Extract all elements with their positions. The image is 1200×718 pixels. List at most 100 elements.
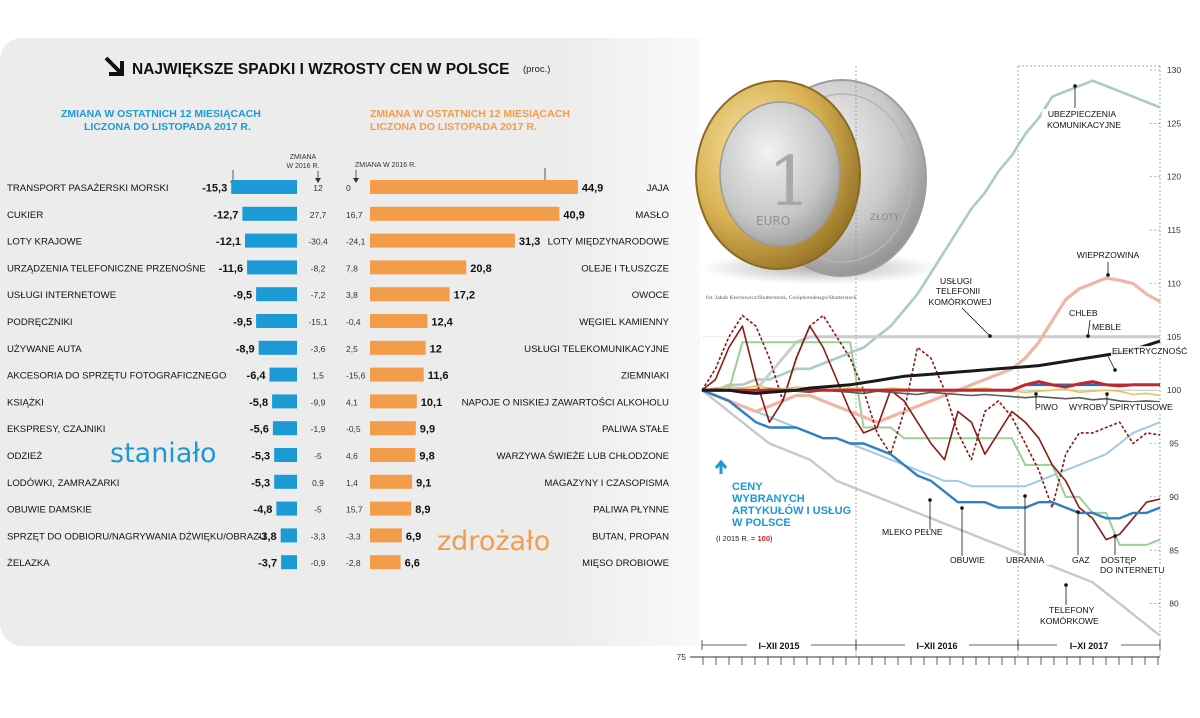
series-label-ubezp1: UBEZPIECZENIA <box>1048 109 1117 119</box>
increase-change-2016: 3,8 <box>346 290 358 300</box>
increase-change-2016: -2,8 <box>346 558 361 568</box>
series-label-elektr: ELEKTRYCZNOŚĆ <box>1112 345 1187 356</box>
increase-change-2016: -15,6 <box>346 371 366 381</box>
decrease-category-label: SPRZĘT DO ODBIORU/NAGRYWANIA DŹWIĘKU/OBR… <box>7 531 266 542</box>
y-tick-label: 95 <box>1169 439 1179 449</box>
decrease-bar <box>231 180 297 194</box>
coin-front-text: EURO <box>756 214 790 228</box>
decrease-bar <box>256 314 297 328</box>
series-label-gaz: GAZ <box>1072 555 1090 565</box>
increase-category-label: PALIWA PŁYNNE <box>593 505 669 516</box>
increase-value-label: 9,8 <box>419 451 434 463</box>
y-tick-label: 120 <box>1167 172 1181 182</box>
arrow-up-icon <box>714 459 728 474</box>
decrease-bar <box>276 501 297 516</box>
decrease-change-2016: -7,2 <box>311 290 326 300</box>
series-line <box>702 79 1161 392</box>
decrease-category-label: AKCESORIA DO SPRZĘTU FOTOGRAFICZNEGO <box>7 371 226 382</box>
series-label-meble: MEBLE <box>1092 322 1121 332</box>
decrease-bar <box>245 233 297 248</box>
decrease-value-label: -3,7 <box>258 558 277 570</box>
decrease-value-label: -5,6 <box>250 424 269 436</box>
decrease-change-2016: -5 <box>314 505 322 515</box>
increase-value-label: 44,9 <box>582 183 603 195</box>
arrow-down-right-icon <box>104 56 124 76</box>
increase-bar <box>370 233 515 248</box>
line-chart-title-2: WYBRANYCH <box>732 493 805 505</box>
line-chart-title-1: CENY <box>732 481 763 493</box>
increase-bar <box>370 501 412 516</box>
increases-subtitle-1: ZMIANA W OSTATNICH 12 MIESIĄCACH <box>370 108 570 120</box>
y-tick-label: 80 <box>1169 599 1179 609</box>
increase-change-2016: -24,1 <box>346 237 366 247</box>
series-label-uslugi1: USŁUGI <box>940 276 972 286</box>
decreases-subtitle-2: LICZONA DO LISTOPADA 2017 R. <box>84 121 251 133</box>
series-line <box>701 389 1161 637</box>
coin-back-text: ZŁOTY <box>870 213 900 223</box>
y-tick-label: 125 <box>1167 118 1181 128</box>
increase-category-label: USŁUGI TELEKOMUNIKACYJNE <box>524 344 669 355</box>
increase-category-label: LOTY MIĘDZYNARODOWE <box>548 237 669 248</box>
series-line <box>701 389 1161 520</box>
increase-value-label: 11,6 <box>428 370 449 382</box>
decreases-col-header-2: W 2016 R. <box>286 163 319 170</box>
coin-illustration: ZŁOTY 1 EURO fot. Jakub Krechowicz/Shutt… <box>695 79 940 301</box>
decrease-change-2016: 1,5 <box>312 371 324 381</box>
series-label-dostep2: DO INTERNETU <box>1100 565 1164 575</box>
decrease-category-label: UŻYWANE AUTA <box>7 344 82 355</box>
decreases-header: ZMIANA W OSTATNICH 12 MIESIĄCACH LICZONA… <box>61 108 321 186</box>
increase-bar <box>370 394 417 409</box>
increase-category-label: OWOCE <box>632 290 669 301</box>
increase-category-label: BUTAN, PROPAN <box>592 531 669 542</box>
increase-change-2016: 16,7 <box>346 210 363 220</box>
page-unit: (proc.) <box>523 64 550 75</box>
decrease-category-label: LOTY KRAJOWE <box>7 237 82 248</box>
increase-category-label: ZIEMNIAKI <box>621 371 669 382</box>
increase-change-2016: -3,3 <box>346 531 361 541</box>
decrease-change-2016: 0,9 <box>312 478 324 488</box>
decrease-value-label: -11,6 <box>219 263 243 275</box>
increase-category-label: MIĘSO DROBIOWE <box>582 558 669 569</box>
decrease-bar <box>258 340 297 355</box>
series-label-dostep1: DOSTĘP <box>1101 555 1137 565</box>
page-title: NAJWIĘKSZE SPADKI I WZROSTY CEN W POLSCE <box>132 61 509 78</box>
coin-digit: 1 <box>768 143 811 222</box>
decrease-value-label: -5,3 <box>251 451 270 463</box>
decrease-category-label: LODÓWKI, ZAMRAŻARKI <box>7 478 119 489</box>
line-chart-title-3: ARTYKUŁÓW I USŁUG <box>732 504 851 517</box>
increase-bar <box>370 421 416 436</box>
decrease-value-label: -5,8 <box>249 397 268 409</box>
increases-big-label: zdrożało <box>437 526 550 557</box>
increase-bar <box>370 287 450 302</box>
increases-subtitle-2: LICZONA DO LISTOPADA 2017 R. <box>370 121 537 133</box>
y-tick-label: 115 <box>1167 225 1181 235</box>
decrease-value-label: -9,5 <box>233 290 252 302</box>
y-tick-label: 110 <box>1167 278 1181 288</box>
decrease-change-2016: -9,9 <box>311 397 326 407</box>
series-label-uslugi2: TELEFONII <box>936 286 980 296</box>
increase-category-label: NAPOJE O NISKIEJ ZAWARTOŚCI ALKOHOLU <box>462 396 669 408</box>
decreases-col-header-1: ZMIANA <box>290 154 317 161</box>
decrease-value-label: -3,8 <box>258 531 277 543</box>
series-label-tel2: KOMÓRKOWE <box>1040 616 1099 626</box>
decrease-value-label: -9,5 <box>233 317 252 329</box>
decrease-value-label: -12,7 <box>213 209 238 221</box>
series-label-wieprz: WIEPRZOWINA <box>1077 250 1140 260</box>
series-label-uslugi3: KOMÓRKOWEJ <box>928 297 991 307</box>
increase-value-label: 9,9 <box>420 424 435 436</box>
decrease-bar <box>274 448 297 462</box>
increases-col-header: ZMIANA W 2016 R. <box>355 162 416 169</box>
increase-change-2016: 4,6 <box>346 451 358 461</box>
decrease-category-label: CUKIER <box>7 210 43 221</box>
increase-value-label: 10,1 <box>421 397 442 409</box>
series-line <box>701 314 1161 509</box>
decrease-bar <box>242 206 297 221</box>
decrease-category-label: PODRĘCZNIKI <box>7 317 73 328</box>
decrease-bar <box>272 394 297 409</box>
decrease-category-label: EKSPRESY, CZAJNIKI <box>7 424 105 435</box>
increase-value-label: 6,6 <box>405 558 420 570</box>
decrease-change-2016: -3,3 <box>311 531 326 541</box>
increases-header: ZMIANA W OSTATNICH 12 MIESIĄCACH LICZONA… <box>353 108 570 186</box>
series-label-tel1: TELEFONY <box>1049 605 1095 615</box>
decrease-value-label: -6,4 <box>247 370 267 382</box>
